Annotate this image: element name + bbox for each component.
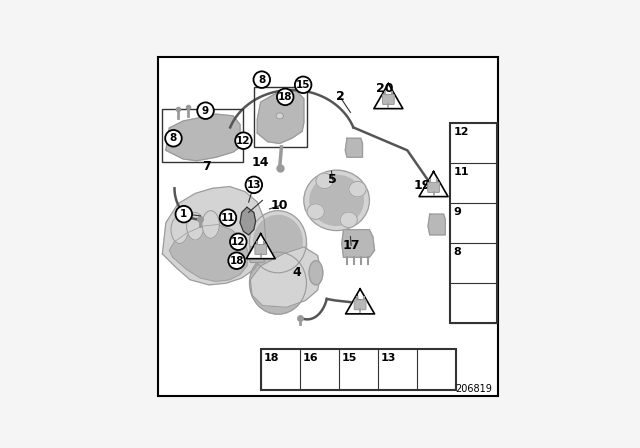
Text: 206819: 206819 [455,383,492,393]
Text: 12: 12 [231,237,246,247]
FancyBboxPatch shape [383,95,394,104]
Text: 7: 7 [202,160,211,173]
Circle shape [228,253,245,269]
Text: 9: 9 [453,207,461,217]
FancyBboxPatch shape [354,300,366,310]
Polygon shape [428,214,445,235]
Text: 13: 13 [246,180,261,190]
Text: 16: 16 [303,353,318,363]
FancyBboxPatch shape [428,182,440,193]
Circle shape [175,206,192,223]
Ellipse shape [316,173,333,189]
Polygon shape [166,114,240,161]
Circle shape [197,103,214,119]
Ellipse shape [202,211,220,238]
Text: 8: 8 [453,247,461,257]
Text: 12: 12 [453,127,468,137]
Polygon shape [249,247,264,263]
Polygon shape [163,186,266,285]
Text: 13: 13 [380,353,396,363]
Polygon shape [250,247,321,307]
Text: 4: 4 [292,266,301,279]
Circle shape [246,177,262,193]
Circle shape [253,71,270,88]
Ellipse shape [254,215,302,268]
Text: 8: 8 [258,75,266,85]
Text: 1: 1 [180,209,188,219]
Ellipse shape [307,204,324,220]
Ellipse shape [340,212,357,228]
Polygon shape [419,172,448,197]
Text: 2: 2 [336,90,344,103]
Text: 10: 10 [271,199,289,212]
Text: 15: 15 [296,80,310,90]
FancyBboxPatch shape [255,245,267,254]
Text: 17: 17 [342,239,360,252]
Polygon shape [374,83,403,109]
Text: 14: 14 [252,156,269,169]
Ellipse shape [250,252,307,314]
Polygon shape [342,230,374,257]
Text: 15: 15 [342,353,357,363]
Polygon shape [250,242,307,283]
Ellipse shape [276,113,284,119]
Circle shape [277,89,294,105]
Ellipse shape [349,181,366,197]
Polygon shape [246,233,275,258]
Ellipse shape [310,175,364,225]
Text: 5: 5 [328,173,337,186]
FancyBboxPatch shape [260,349,456,390]
Polygon shape [257,90,304,143]
Polygon shape [240,207,255,235]
Polygon shape [346,289,374,314]
Text: 9: 9 [202,106,209,116]
Ellipse shape [187,212,204,240]
Ellipse shape [309,261,323,285]
Circle shape [220,209,236,226]
Text: 8: 8 [170,133,177,143]
FancyBboxPatch shape [158,56,498,396]
FancyBboxPatch shape [451,123,497,323]
Text: 18: 18 [278,92,292,102]
Text: 19: 19 [413,179,431,192]
Ellipse shape [304,170,369,231]
Text: 20: 20 [376,82,394,95]
Text: 12: 12 [236,136,251,146]
Text: 18: 18 [229,256,244,266]
Circle shape [230,233,246,250]
Polygon shape [345,138,362,157]
Circle shape [236,133,252,149]
Text: 18: 18 [264,353,279,363]
Text: 11: 11 [453,167,468,177]
Text: 6: 6 [354,298,363,311]
Ellipse shape [171,216,188,244]
Polygon shape [170,224,249,281]
Circle shape [165,130,182,146]
Circle shape [295,77,312,93]
Ellipse shape [250,211,307,273]
Text: 11: 11 [221,213,236,223]
